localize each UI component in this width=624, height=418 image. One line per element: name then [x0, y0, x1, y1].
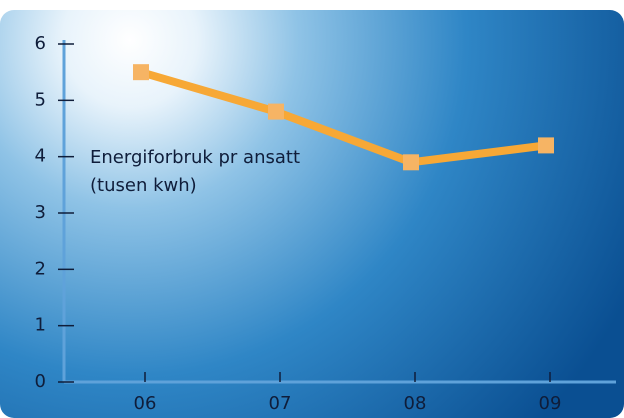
background	[0, 10, 624, 418]
y-tick-label: 3	[35, 202, 46, 223]
x-tick-label: 07	[269, 393, 292, 414]
marker	[268, 103, 284, 120]
marker	[538, 137, 554, 154]
marker	[133, 64, 149, 81]
y-tick-label: 2	[35, 258, 46, 279]
marker	[403, 154, 419, 171]
x-tick-label: 08	[404, 393, 427, 414]
annotation: Energiforbruk pr ansatt	[90, 147, 300, 168]
series-line	[139, 68, 547, 167]
y-tick-label: 4	[35, 146, 46, 167]
y-tick-label: 1	[35, 315, 46, 336]
y-tick-label: 0	[35, 371, 46, 392]
x-tick-label: 06	[134, 393, 157, 414]
y-tick-label: 5	[35, 89, 46, 110]
y-tick-label: 6	[35, 33, 46, 54]
x-tick-label: 09	[539, 393, 562, 414]
annotation: (tusen kwh)	[90, 175, 197, 196]
